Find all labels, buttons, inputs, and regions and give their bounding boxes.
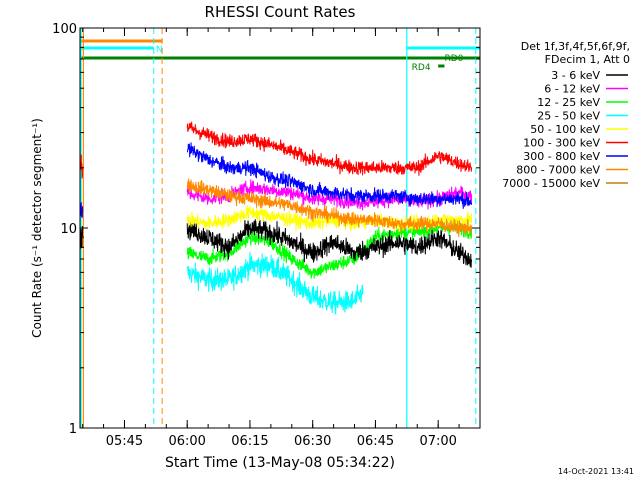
series-line-300-800-kev <box>186 142 473 209</box>
legend-header-line-2: FDecim 1, Att 0 <box>545 53 630 66</box>
night-flag-label: N <box>156 45 163 55</box>
legend-label: 6 - 12 keV <box>544 83 600 96</box>
x-tick-label: 06:30 <box>294 434 331 449</box>
legend-label: 3 - 6 keV <box>551 69 600 82</box>
legend-label: 800 - 7000 keV <box>516 164 600 177</box>
legend-header-line-1: Det 1f,3f,4f,5f,6f,9f, <box>521 40 630 53</box>
series-line-25-50-kev <box>186 251 364 315</box>
y-tick-label: 10 <box>60 222 77 237</box>
x-tick-label: 05:45 <box>106 434 143 449</box>
legend-label: 100 - 300 keV <box>523 137 600 150</box>
legend-label: 50 - 100 keV <box>530 123 600 136</box>
plot-timestamp: 14-Oct-2021 13:41 <box>558 467 634 476</box>
y-tick-label: 1 <box>69 422 77 437</box>
chart-title: RHESSI Count Rates <box>205 3 356 21</box>
legend-label: 12 - 25 keV <box>537 96 600 109</box>
y-tick-label: 100 <box>52 22 77 37</box>
series-line-3-6-kev <box>186 218 473 268</box>
series-line-100-300-kev <box>186 121 473 176</box>
rd0-flag-label: RD0 <box>444 54 463 64</box>
y-axis-label: Count Rate (s⁻¹ detector segment⁻¹) <box>30 118 44 338</box>
x-tick-label: 06:00 <box>168 434 205 449</box>
x-tick-label: 07:00 <box>419 434 456 449</box>
x-axis-label: Start Time (13-May-08 05:34:22) <box>165 455 395 471</box>
rd4-flag-label: RD4 <box>412 63 431 73</box>
series-line-800-7000-kev <box>186 178 473 238</box>
x-tick-label: 06:45 <box>357 434 394 449</box>
legend-label: 7000 - 15000 keV <box>502 177 600 190</box>
legend-label: 300 - 800 keV <box>523 150 600 163</box>
state-bars-layer: N RD4 RD0 <box>80 39 480 73</box>
axes-layer: 05:45 06:00 06:15 06:30 06:45 07:00 1 10 100 <box>52 22 481 449</box>
legend-label: 25 - 50 keV <box>537 110 600 123</box>
x-tick-label: 06:15 <box>231 434 268 449</box>
series-line-50-100-kev <box>186 205 473 232</box>
series-layer <box>79 121 473 315</box>
